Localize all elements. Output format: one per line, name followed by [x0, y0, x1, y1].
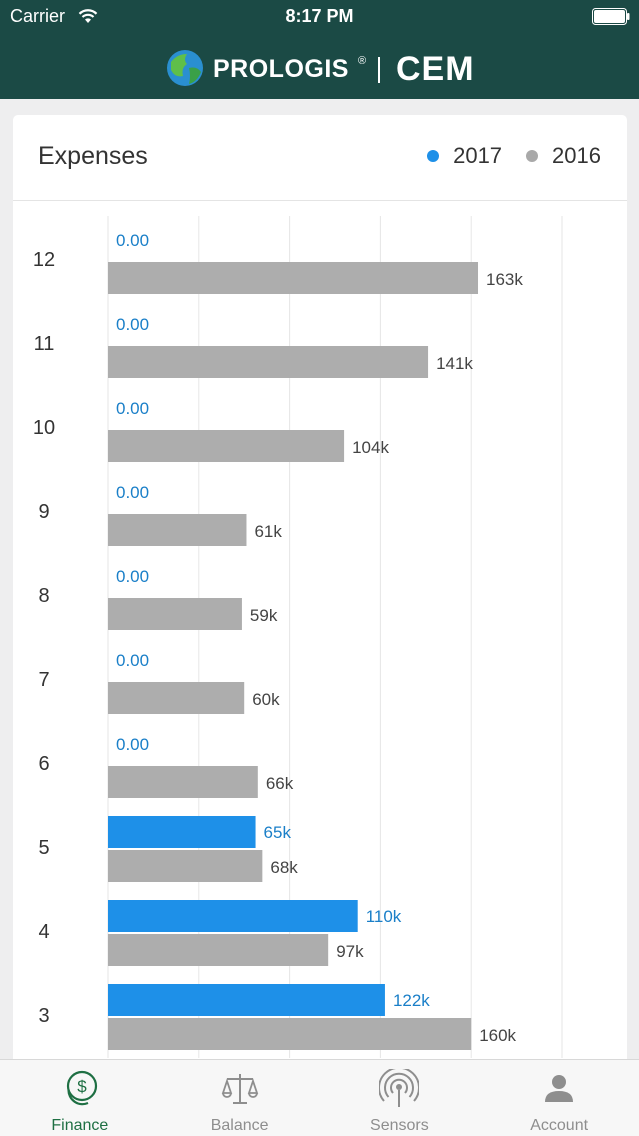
bar-2016[interactable]: [108, 346, 429, 378]
data-label-2016: 163k: [486, 270, 523, 289]
data-label-2017: 0.00: [116, 735, 149, 754]
bar-2016[interactable]: [108, 850, 263, 882]
data-label-2017: 0.00: [116, 483, 149, 502]
partner-logo: CEM: [396, 50, 475, 88]
tab-sensors[interactable]: Sensors: [320, 1060, 480, 1136]
data-label-2017: 110k: [366, 907, 402, 926]
brand-divider: [378, 57, 380, 83]
category-label: 9: [38, 501, 49, 523]
data-label-2016: 66k: [266, 774, 294, 793]
tab-label-account: Account: [530, 1117, 589, 1134]
legend-dot-2017: [427, 150, 440, 162]
brand-name: PROLOGIS: [213, 55, 349, 83]
category-label: 10: [33, 417, 55, 439]
bar-2016[interactable]: [108, 514, 247, 546]
bar-2017[interactable]: [108, 984, 385, 1016]
data-label-2017: 0.00: [116, 651, 149, 670]
registered-mark: ®: [358, 55, 367, 67]
bar-2017[interactable]: [108, 816, 256, 848]
chart-legend: 2017 2016: [403, 143, 601, 169]
bar-2016[interactable]: [108, 430, 345, 462]
svg-text:$: $: [77, 1077, 87, 1096]
tab-finance[interactable]: $ Finance: [0, 1060, 160, 1136]
app-header: Carrier 8:17 PM PROLOGIS ® CEM: [0, 0, 639, 99]
legend-item-2016[interactable]: 2016: [526, 143, 601, 169]
category-label: 8: [38, 585, 49, 607]
bar-2016[interactable]: [108, 598, 242, 630]
status-bar: Carrier 8:17 PM: [0, 0, 639, 34]
bar-2017[interactable]: [108, 900, 358, 932]
tab-label-finance: Finance: [51, 1117, 109, 1134]
category-label: 11: [34, 333, 55, 355]
tab-label-sensors: Sensors: [370, 1117, 429, 1134]
data-label-2017: 65k: [264, 823, 292, 842]
user-icon: [545, 1075, 574, 1102]
tab-bar: $ Finance Balance Sensors Account: [0, 1059, 639, 1136]
card-divider: [13, 200, 627, 201]
card-title: Expenses: [38, 142, 148, 170]
data-label-2017: 0.00: [116, 567, 149, 586]
globe-logo-icon: [167, 50, 203, 86]
data-label-2016: 68k: [270, 858, 298, 877]
dollar-coins-icon: $: [66, 1070, 97, 1106]
bar-2016[interactable]: [108, 766, 258, 798]
scales-icon: [221, 1074, 258, 1104]
tab-account[interactable]: Account: [479, 1060, 639, 1136]
category-label: 6: [38, 753, 49, 775]
brand-bar: PROLOGIS ® CEM: [0, 40, 639, 96]
bar-2016[interactable]: [108, 262, 479, 294]
tab-label-balance: Balance: [210, 1117, 269, 1134]
bar-2016[interactable]: [108, 934, 329, 966]
bar-2016[interactable]: [108, 682, 245, 714]
wifi-icon: [78, 9, 98, 23]
data-label-2016: 60k: [252, 690, 280, 709]
legend-item-2017[interactable]: 2017: [427, 143, 502, 169]
data-label-2017: 0.00: [116, 315, 149, 334]
data-label-2017: 0.00: [116, 399, 149, 418]
data-label-2016: 160k: [479, 1026, 516, 1045]
bar-2016[interactable]: [108, 1018, 472, 1050]
data-label-2016: 104k: [352, 438, 389, 457]
data-label-2017: 0.00: [116, 231, 149, 250]
category-label: 4: [38, 921, 49, 943]
sensor-signal-icon: [379, 1069, 420, 1107]
category-label: 12: [33, 249, 55, 271]
legend-label-2017: 2017: [453, 143, 503, 168]
battery-icon: [592, 8, 630, 25]
status-time: 8:17 PM: [285, 6, 354, 26]
carrier-label: Carrier: [10, 6, 66, 26]
chart-bars: [108, 262, 479, 1050]
category-label: 3: [38, 1005, 49, 1027]
data-label-2016: 59k: [250, 606, 278, 625]
data-label-2016: 97k: [336, 942, 364, 961]
category-label: 7: [38, 669, 49, 691]
category-label: 5: [38, 837, 49, 859]
data-label-2016: 61k: [254, 522, 282, 541]
legend-dot-2016: [526, 150, 539, 162]
chart-labels: 12 0.00 163k 11 0.00 141k 10 0.00 104k 9 0.00 61k 8 0…: [33, 231, 523, 1045]
data-label-2016: 141k: [436, 354, 473, 373]
tab-balance[interactable]: Balance: [160, 1060, 320, 1136]
legend-label-2016: 2016: [552, 143, 601, 168]
data-label-2017: 122k: [393, 991, 430, 1010]
